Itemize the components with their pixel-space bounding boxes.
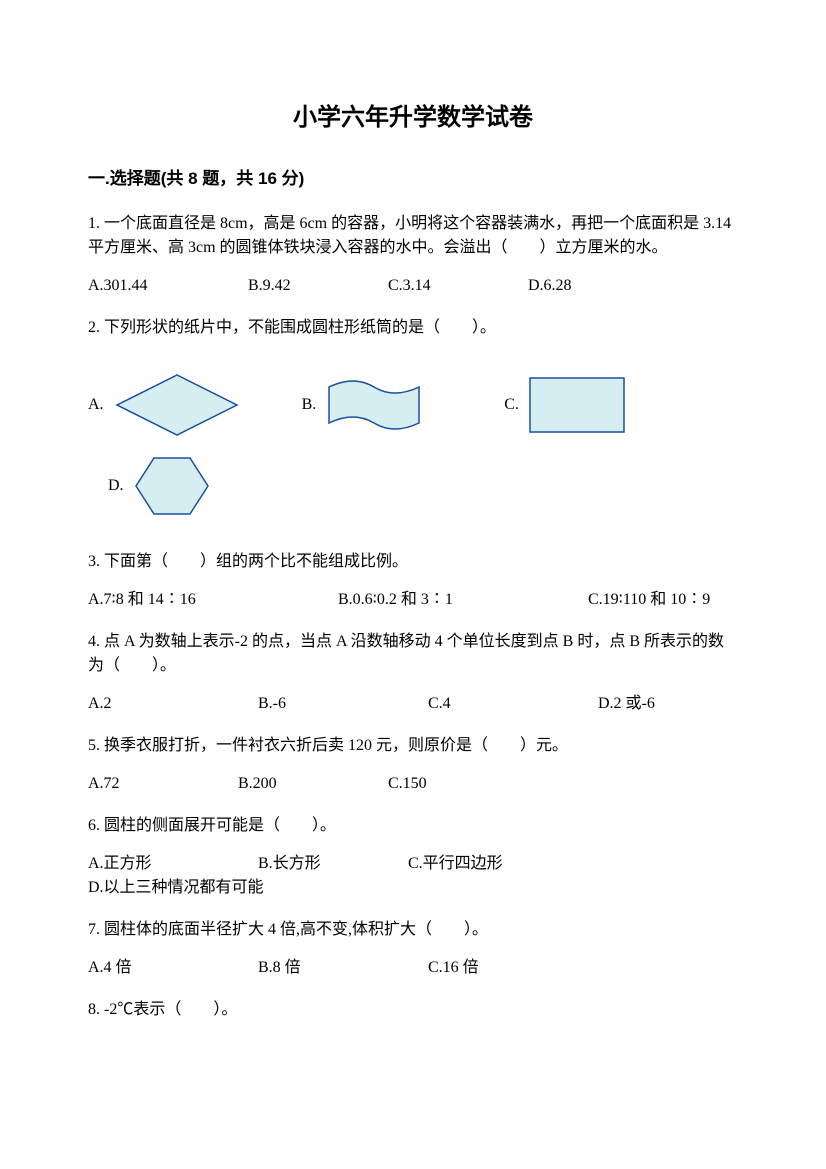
q3-opt-b: B.0.6∶0.2 和 3∶1 [338, 588, 588, 612]
q2-a-label: A. [88, 393, 104, 417]
q4-opt-a: A.2 [88, 692, 258, 716]
q1-text: 1. 一个底面直径是 8cm，高是 6cm 的容器，小明将这个容器装满水，再把一… [88, 212, 738, 260]
q7-opt-c: C.16 倍 [428, 956, 479, 980]
q1-opt-b: B.9.42 [248, 274, 388, 298]
q6-text: 6. 圆柱的侧面展开可能是（ ）。 [88, 814, 738, 838]
q7-opt-b: B.8 倍 [258, 956, 428, 980]
q3-text: 3. 下面第（ ）组的两个比不能组成比例。 [88, 550, 738, 574]
question-2: 2. 下列形状的纸片中，不能围成圆柱形纸筒的是（ ）。 A. B. C. D. [88, 316, 738, 520]
section-header-1: 一.选择题(共 8 题，共 16 分) [88, 166, 738, 192]
wave-flag-icon [324, 375, 424, 435]
question-5: 5. 换季衣服打折，一件衬衣六折后卖 120 元，则原价是（ ）元。 A.72 … [88, 734, 738, 796]
q5-opt-a: A.72 [88, 772, 238, 796]
question-8: 8. -2℃表示（ ）。 [88, 998, 738, 1022]
q3-opt-c: C.19∶110 和 10∶9 [588, 588, 710, 612]
q7-text: 7. 圆柱体的底面半径扩大 4 倍,高不变,体积扩大（ ）。 [88, 918, 738, 942]
q6-opt-d: D.以上三种情况都有可能 [88, 876, 264, 900]
question-3: 3. 下面第（ ）组的两个比不能组成比例。 A.7∶8 和 14∶16 B.0.… [88, 550, 738, 612]
q1-opt-c: C.3.14 [388, 274, 528, 298]
q1-opt-d: D.6.28 [528, 274, 668, 298]
q1-opt-a: A.301.44 [88, 274, 248, 298]
q2-d-label: D. [108, 474, 124, 498]
q8-text: 8. -2℃表示（ ）。 [88, 998, 738, 1022]
q2-opt-a: A. [88, 370, 242, 440]
question-1: 1. 一个底面直径是 8cm，高是 6cm 的容器，小明将这个容器装满水，再把一… [88, 212, 738, 298]
hexagon-icon [132, 452, 212, 520]
q2-c-label: C. [504, 393, 519, 417]
q4-opt-d: D.2 或-6 [598, 692, 655, 716]
q3-opt-a: A.7∶8 和 14∶16 [88, 588, 338, 612]
q4-opt-c: C.4 [428, 692, 598, 716]
q2-text: 2. 下列形状的纸片中，不能围成圆柱形纸筒的是（ ）。 [88, 316, 738, 340]
q2-opt-c: C. [504, 375, 627, 435]
q5-text: 5. 换季衣服打折，一件衬衣六折后卖 120 元，则原价是（ ）元。 [88, 734, 738, 758]
q2-b-label: B. [302, 393, 317, 417]
rectangle-icon [527, 375, 627, 435]
q5-opt-b: B.200 [238, 772, 388, 796]
q7-opt-a: A.4 倍 [88, 956, 258, 980]
diamond-icon [112, 370, 242, 440]
q6-opt-c: C.平行四边形 [408, 852, 598, 876]
question-6: 6. 圆柱的侧面展开可能是（ ）。 A.正方形 B.长方形 C.平行四边形 D.… [88, 814, 738, 900]
q5-opt-c: C.150 [388, 772, 538, 796]
q2-opt-b: B. [302, 375, 425, 435]
q6-opt-a: A.正方形 [88, 852, 258, 876]
q4-opt-b: B.-6 [258, 692, 428, 716]
q2-opt-d: D. [108, 452, 212, 520]
question-7: 7. 圆柱体的底面半径扩大 4 倍,高不变,体积扩大（ ）。 A.4 倍 B.8… [88, 918, 738, 980]
question-4: 4. 点 A 为数轴上表示-2 的点，当点 A 沿数轴移动 4 个单位长度到点 … [88, 630, 738, 716]
q4-text: 4. 点 A 为数轴上表示-2 的点，当点 A 沿数轴移动 4 个单位长度到点 … [88, 630, 738, 678]
q6-opt-b: B.长方形 [258, 852, 408, 876]
page-title: 小学六年升学数学试卷 [88, 100, 738, 136]
